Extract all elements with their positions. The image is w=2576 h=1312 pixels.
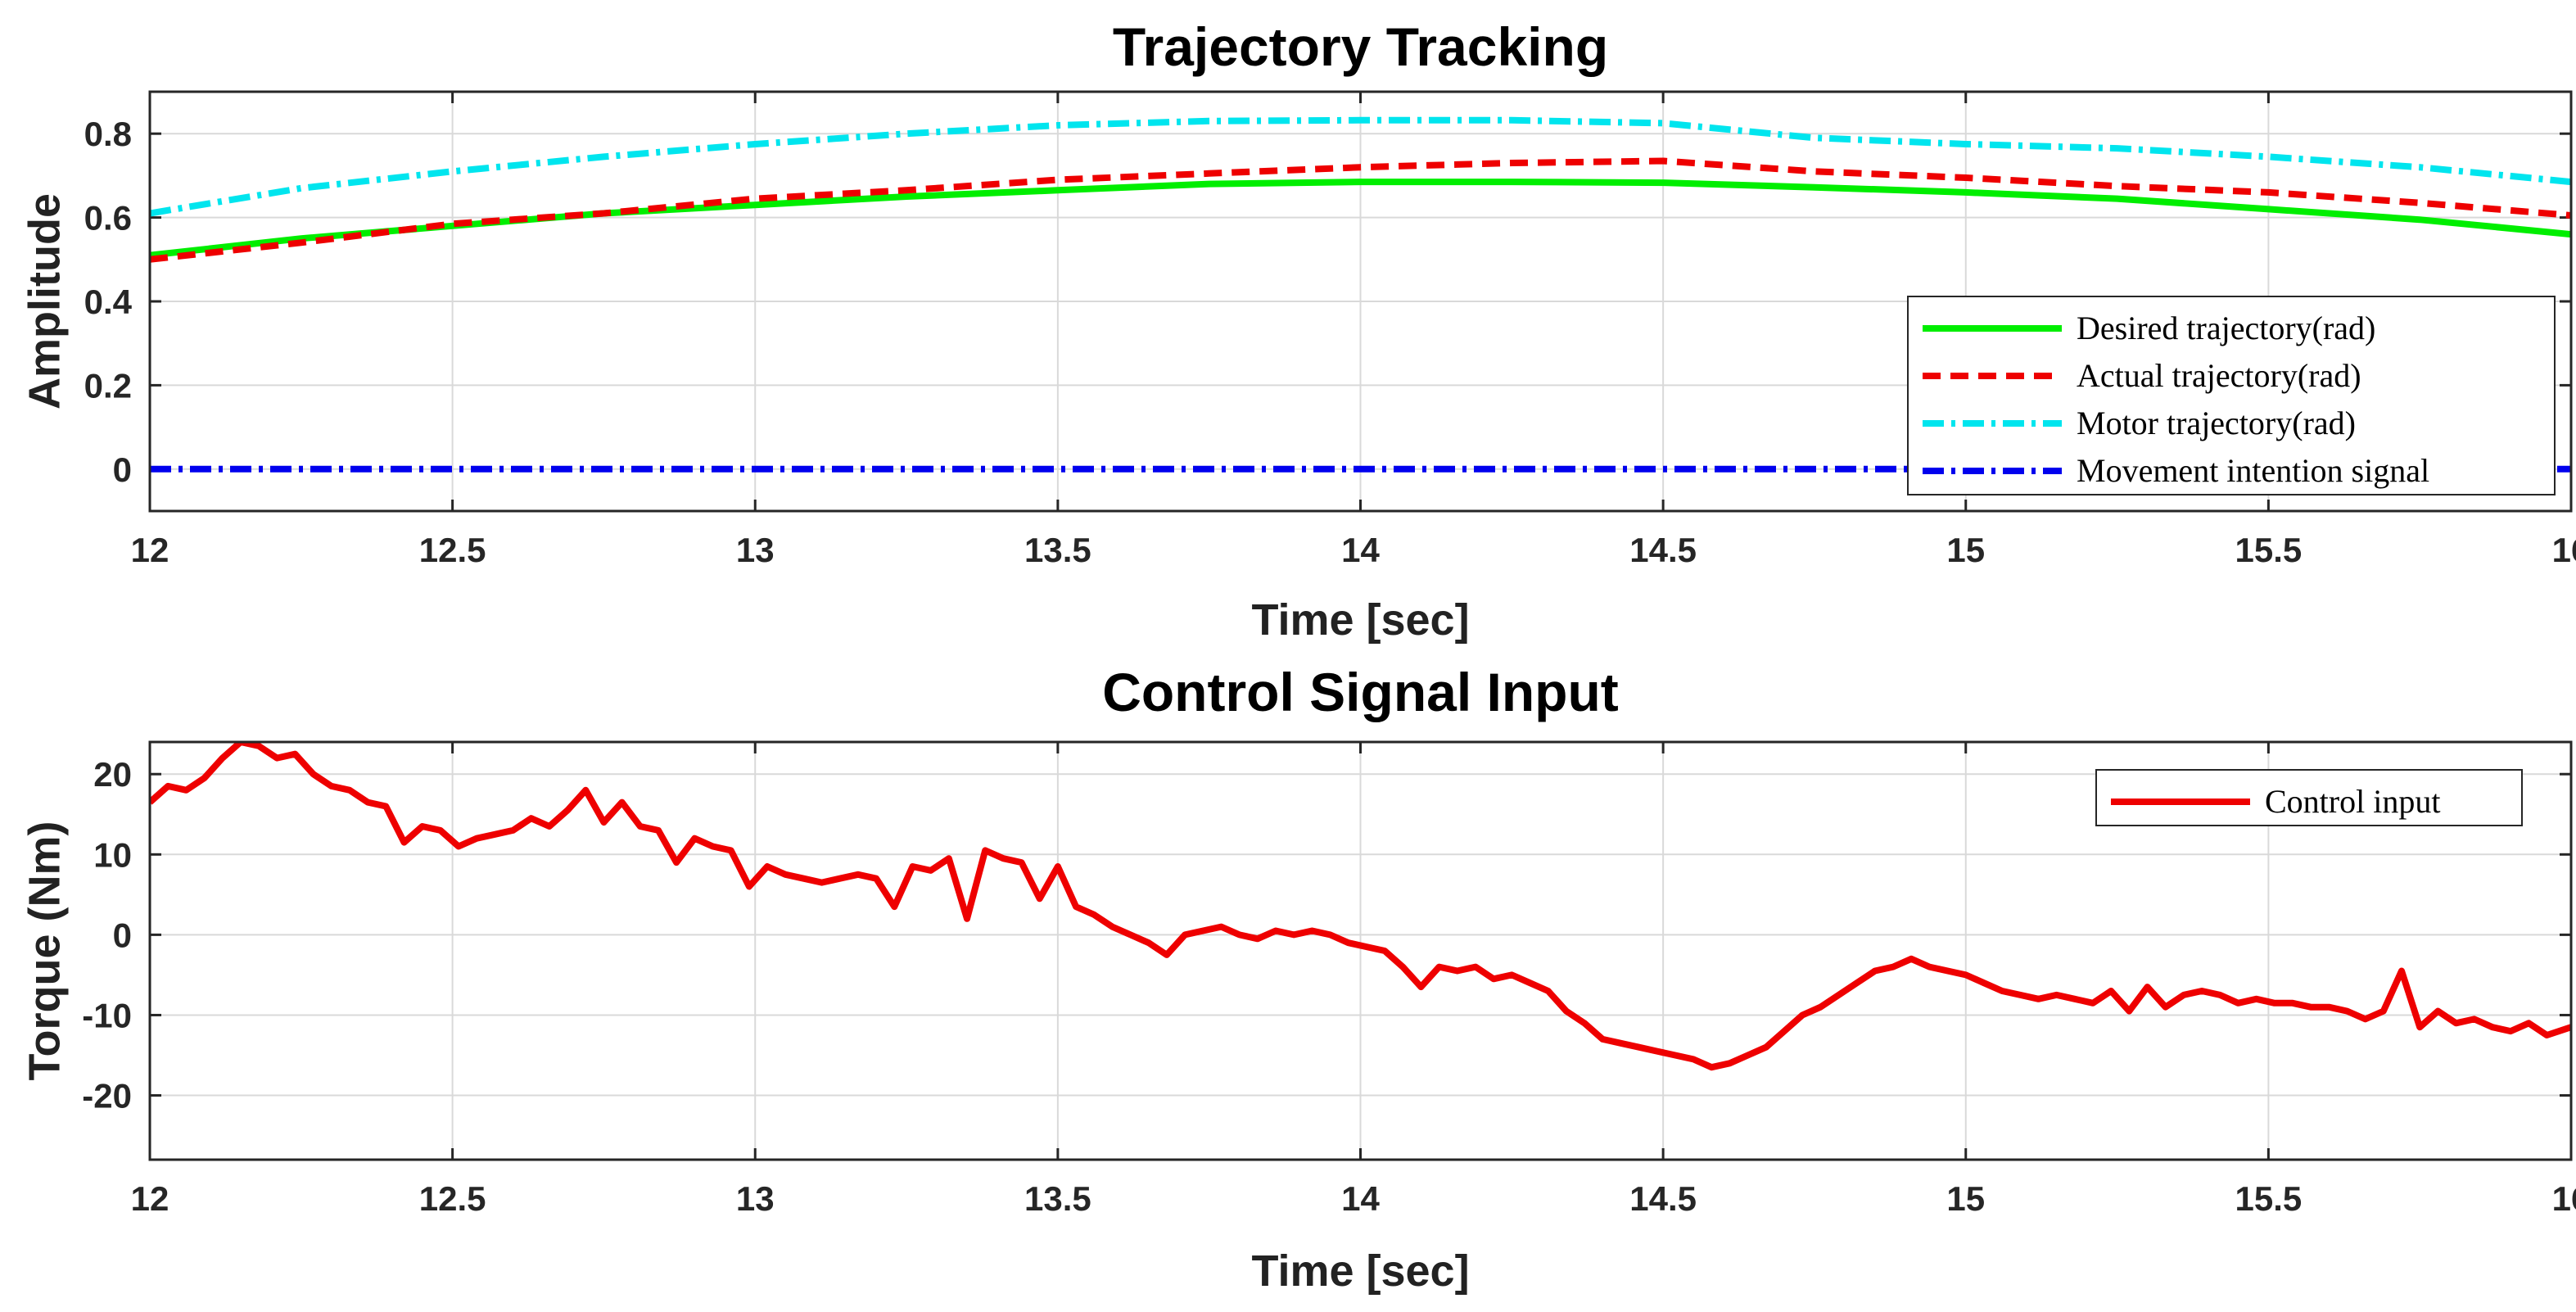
y-tick-label: 0.6 <box>84 199 132 238</box>
x-axis-label: Time [sec] <box>1251 595 1469 645</box>
y-axis-label: Amplitude <box>20 193 69 409</box>
x-tick-label: 12 <box>131 531 169 569</box>
x-tick-label: 14 <box>1341 1179 1380 1218</box>
chart-title: Trajectory Tracking <box>1113 16 1608 77</box>
legend-label: Actual trajectory(rad) <box>2077 357 2361 394</box>
series-line-2 <box>150 116 2571 217</box>
axes-frame <box>148 740 2573 1161</box>
x-tick-label: 14.5 <box>1629 531 1697 569</box>
y-tick-label: 0 <box>113 916 132 954</box>
plot-control-signal: 12 12.5 13 13.5 14 14.5 15 15.5 16 -20 -10 0 10 20 C… <box>20 662 2576 1296</box>
series-line-1 <box>150 157 2571 263</box>
chart-title: Control Signal Input <box>1102 662 1619 722</box>
legend-label: Motor trajectory(rad) <box>2077 405 2356 441</box>
y-tick-labels: 0 0.2 0.4 0.6 0.8 <box>84 115 133 489</box>
x-tick-label: 12.5 <box>419 1179 486 1218</box>
x-tick-label: 12.5 <box>419 531 486 569</box>
x-tick-label: 13 <box>736 531 775 569</box>
legend-box <box>2095 769 2523 826</box>
y-axis-label: Torque (Nm) <box>20 821 69 1081</box>
x-tick-label: 12 <box>131 1179 169 1218</box>
x-tick-label: 14 <box>1341 531 1380 569</box>
series-line-0 <box>150 742 2571 1071</box>
x-tick-label: 15 <box>1946 531 1985 569</box>
y-tick-label: 10 <box>93 835 132 874</box>
y-tick-label: -10 <box>82 996 132 1034</box>
series <box>150 742 2571 1071</box>
legend-label: Desired trajectory(rad) <box>2077 310 2375 346</box>
x-tick-label: 16 <box>2552 531 2576 569</box>
legend: Desired trajectory(rad) Actual trajectory… <box>1907 296 2556 495</box>
y-tick-label: 0.8 <box>84 115 132 153</box>
axes-frame <box>148 90 2573 513</box>
y-tick-label: 0 <box>113 450 132 489</box>
x-tick-label: 15.5 <box>2235 1179 2303 1218</box>
x-tick-label: 14.5 <box>1629 1179 1697 1218</box>
x-axis-label: Time [sec] <box>1251 1246 1469 1296</box>
y-tick-label: 0.4 <box>84 283 133 321</box>
x-tick-label: 16 <box>2552 1179 2576 1218</box>
y-tick-label: -20 <box>82 1077 132 1115</box>
series <box>150 116 2571 473</box>
x-tick-labels: 12 12.5 13 13.5 14 14.5 15 15.5 16 <box>131 531 2576 569</box>
x-tick-label: 13 <box>736 1179 775 1218</box>
y-tick-label: 0.2 <box>84 366 132 405</box>
x-tick-label: 13.5 <box>1024 1179 1091 1218</box>
x-tick-label: 15 <box>1946 1179 1985 1218</box>
y-tick-labels: -20 -10 0 10 20 <box>82 755 132 1115</box>
y-tick-label: 20 <box>93 755 132 794</box>
legend-label: Control input <box>2265 783 2440 820</box>
legend-label: Movement intention signal <box>2077 452 2429 489</box>
x-tick-label: 15.5 <box>2235 531 2303 569</box>
plot-trajectory-tracking: 12 12.5 13 13.5 14 14.5 15 15.5 16 0 0.2 0.4 0.6 0.8… <box>20 16 2576 645</box>
x-tick-labels: 12 12.5 13 13.5 14 14.5 15 15.5 16 <box>131 1179 2576 1218</box>
x-tick-label: 13.5 <box>1024 531 1091 569</box>
legend: Control input <box>2095 769 2523 826</box>
